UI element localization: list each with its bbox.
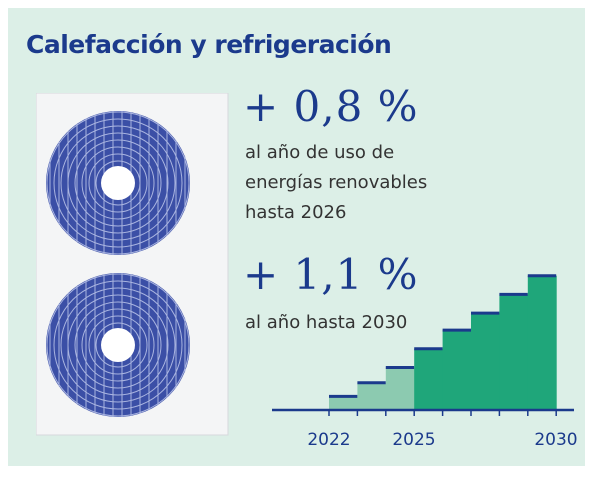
stat1-value: + 0,8 % (243, 82, 419, 131)
air-conditioner-unit-illustration (36, 93, 229, 436)
step-bar-2023 (357, 382, 387, 410)
fan-top-icon (46, 111, 190, 255)
fan-bottom-icon (46, 273, 190, 417)
caption-line: energías renovables (245, 172, 428, 193)
step-bar-2029 (527, 275, 557, 410)
caption-line: al año de uso de (245, 142, 395, 163)
caption-line: hasta 2026 (245, 202, 347, 223)
tick-label-2025: 2025 (392, 430, 435, 450)
step-bar-2024 (385, 367, 415, 410)
step-bar-2027 (471, 313, 500, 410)
stat1-caption: al año de uso de energías renovables has… (245, 138, 427, 228)
tick-label-2022: 2022 (307, 430, 350, 450)
stat2-caption: al año hasta 2030 (245, 308, 407, 338)
stat2-value: + 1,1 % (243, 250, 419, 299)
step-bar-2028 (499, 294, 529, 410)
page-title: Calefacción y refrigeración (26, 30, 392, 59)
step-bar-2026 (442, 330, 472, 410)
tick-label-2030: 2030 (534, 430, 577, 450)
step-bar-2022 (329, 396, 358, 410)
step-bar-2025 (414, 348, 444, 410)
caption-line: al año hasta 2030 (245, 312, 408, 333)
